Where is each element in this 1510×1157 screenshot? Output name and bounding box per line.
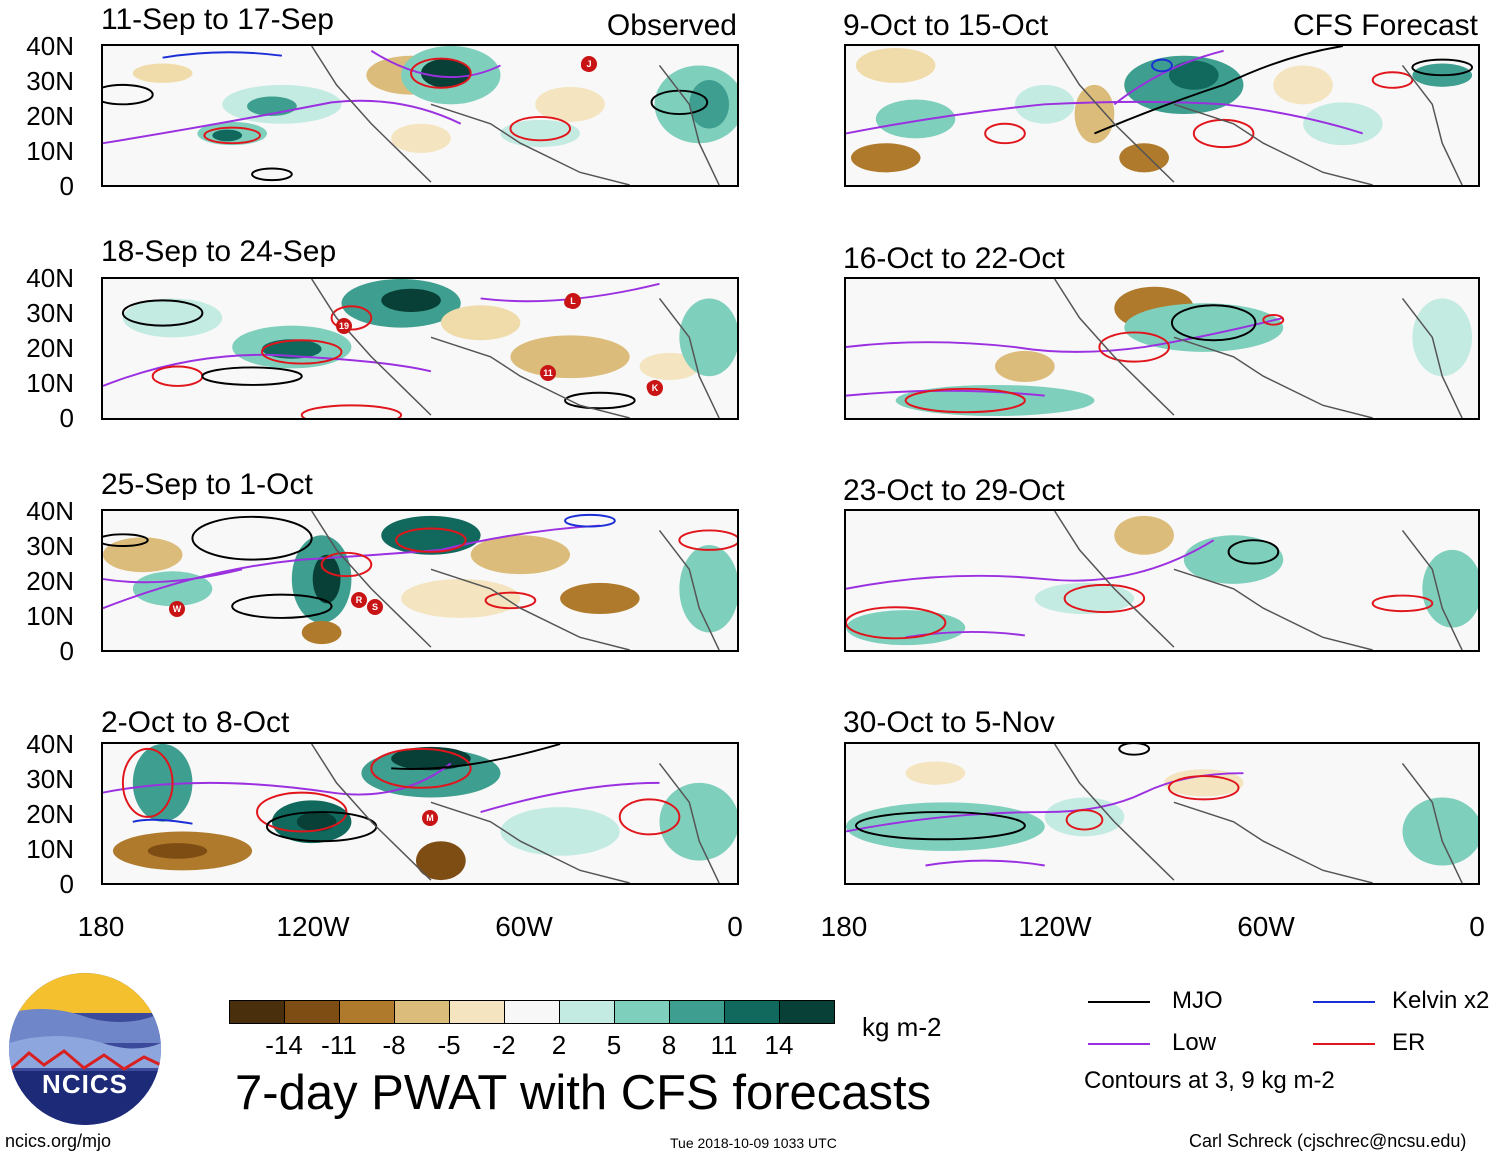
lon-label: 120W — [276, 911, 350, 942]
lat-label: 30N — [26, 66, 74, 96]
colorbar-tick-label: 14 — [764, 1030, 794, 1060]
contours-note: Contours at 3, 9 kg m-2 — [1084, 1067, 1335, 1094]
footer-credit: Carl Schreck (cjschrec@ncsu.edu) — [1189, 1131, 1467, 1151]
lat-label: 10N — [26, 136, 74, 166]
lat-label: 0 — [59, 869, 74, 899]
lon-label: 120W — [1018, 911, 1092, 942]
colorbar-tick-label: 5 — [606, 1030, 622, 1060]
footer-url[interactable]: ncics.org/mjo — [5, 1131, 112, 1151]
panel-title-7: 23-Oct to 29-Oct — [843, 474, 1065, 507]
lon-label: 60W — [1237, 911, 1295, 942]
colorbar-swatch — [449, 1000, 505, 1024]
map-panel-7 — [844, 509, 1480, 652]
lat-label: 20N — [26, 566, 74, 596]
colorbar-swatch — [559, 1000, 615, 1024]
storm-marker-label: L — [565, 293, 581, 309]
storm-marker-label: R — [351, 592, 367, 608]
lon-label: 180 — [77, 911, 125, 942]
map-field — [101, 277, 739, 420]
colorbar-swatch — [669, 1000, 725, 1024]
lon-label: 0 — [1469, 911, 1485, 942]
footer-timestamp: Tue 2018-10-09 1033 UTC — [670, 1135, 837, 1151]
lat-label: 40N — [26, 729, 74, 759]
panel-tag-observed: Observed — [606, 9, 737, 42]
legend-line-low — [1088, 1043, 1150, 1045]
colorbar-units: kg m-2 — [862, 1012, 942, 1042]
lat-label: 0 — [59, 636, 74, 666]
legend-line-mjo — [1088, 1001, 1150, 1003]
legend-line-er — [1313, 1043, 1375, 1045]
map-field — [101, 742, 739, 885]
colorbar-swatch — [779, 1000, 835, 1024]
legend-label-mjo: MJO — [1172, 987, 1223, 1014]
lon-label: 60W — [495, 911, 553, 942]
map-panel-6 — [844, 277, 1480, 420]
colorbar-swatch — [339, 1000, 395, 1024]
lat-label: 20N — [26, 799, 74, 829]
colorbar-swatch — [394, 1000, 450, 1024]
lat-label: 10N — [26, 601, 74, 631]
colorbar-swatch — [229, 1000, 285, 1024]
logo-text: NCICS — [42, 1069, 128, 1099]
lat-label: 10N — [26, 368, 74, 398]
colorbar-swatch — [614, 1000, 670, 1024]
lat-label: 30N — [26, 298, 74, 328]
colorbar-tick-label: -11 — [321, 1030, 357, 1060]
lat-label: 20N — [26, 101, 74, 131]
storm-marker-label: S — [367, 599, 383, 615]
panel-title-5: 9-Oct to 15-Oct — [843, 9, 1049, 42]
legend-label-kelvin: Kelvin x2 — [1392, 987, 1490, 1014]
colorbar-tick-label: 8 — [661, 1030, 677, 1060]
panel-tag-cfs-forecast: CFS Forecast — [1292, 9, 1478, 42]
colorbar-tick-label: 11 — [710, 1030, 738, 1060]
colorbar-swatch — [284, 1000, 340, 1024]
colorbar-swatch — [724, 1000, 780, 1024]
figure-title: 7-day PWAT with CFS forecasts — [235, 1066, 932, 1120]
map-field — [101, 44, 739, 187]
lat-label: 0 — [59, 403, 74, 433]
map-field — [101, 509, 739, 652]
map-panel-8 — [844, 742, 1480, 885]
lat-label: 20N — [26, 333, 74, 363]
panel-title-8: 30-Oct to 5-Nov — [843, 706, 1055, 739]
lat-label: 40N — [26, 263, 74, 293]
lat-label: 0 — [59, 171, 74, 201]
storm-marker-label: W — [169, 601, 185, 617]
colorbar-tick-label: -8 — [382, 1030, 406, 1060]
legend-line-kelvin — [1313, 1001, 1375, 1003]
panel-title-1: 11-Sep to 17-Sep — [101, 3, 334, 36]
panel-title-3: 25-Sep to 1-Oct — [101, 468, 313, 501]
lat-label: 30N — [26, 764, 74, 794]
colorbar-tick-label: -14 — [265, 1030, 303, 1060]
lat-label: 30N — [26, 531, 74, 561]
storm-marker-label: 19 — [336, 318, 352, 334]
legend-label-low: Low — [1172, 1029, 1217, 1056]
colorbar-tick-label: -5 — [437, 1030, 461, 1060]
lon-label: 0 — [727, 911, 743, 942]
lat-label: 40N — [26, 496, 74, 526]
colorbar-swatch — [504, 1000, 560, 1024]
lat-label: 10N — [26, 834, 74, 864]
storm-marker-label: J — [581, 56, 597, 72]
storm-marker-label: 11 — [540, 365, 556, 381]
lon-label: 180 — [820, 911, 868, 942]
storm-marker-label: K — [647, 380, 663, 396]
panel-title-2: 18-Sep to 24-Sep — [101, 235, 337, 268]
panel-title-4: 2-Oct to 8-Oct — [101, 706, 290, 739]
storm-marker-label: M — [422, 810, 438, 826]
panel-title-6: 16-Oct to 22-Oct — [843, 242, 1065, 275]
legend-label-er: ER — [1392, 1029, 1426, 1056]
map-panel-5 — [844, 44, 1480, 187]
colorbar-tick-label: 2 — [551, 1030, 567, 1060]
lat-label: 40N — [26, 31, 74, 61]
colorbar-tick-label: -2 — [492, 1030, 516, 1060]
ncics-logo: NCICS — [9, 973, 161, 1125]
